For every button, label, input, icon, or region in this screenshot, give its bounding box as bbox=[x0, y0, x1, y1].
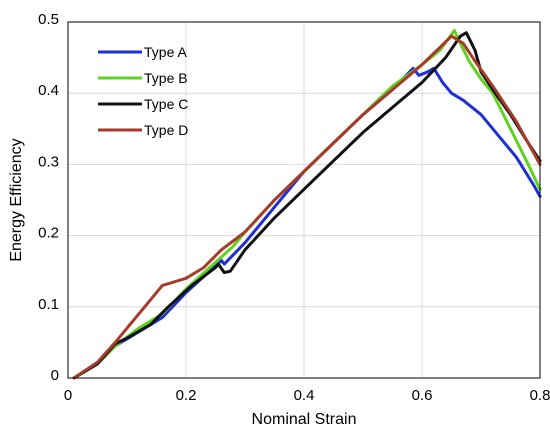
series-line-type-d bbox=[72, 34, 542, 380]
y-axis-label: Energy Efficiency bbox=[8, 138, 25, 261]
x-tick-label: 0.6 bbox=[412, 387, 433, 404]
x-axis-label: Nominal Strain bbox=[252, 411, 357, 428]
x-axis-ticks: 0 0.2 0.4 0.6 0.8 bbox=[64, 387, 550, 404]
legend-label: Type C bbox=[144, 96, 188, 112]
y-tick-label: 0.2 bbox=[38, 225, 59, 242]
y-tick-label: 0.3 bbox=[38, 153, 59, 170]
x-tick-label: 0.8 bbox=[530, 387, 550, 404]
series-layer bbox=[72, 29, 542, 380]
x-tick-label: 0.2 bbox=[176, 387, 197, 404]
y-tick-label: 0.5 bbox=[38, 11, 59, 28]
legend-label: Type A bbox=[144, 44, 187, 60]
y-tick-label: 0 bbox=[51, 367, 59, 384]
plot-frame bbox=[67, 21, 541, 379]
legend-label: Type D bbox=[144, 122, 188, 138]
y-tick-label: 0.4 bbox=[38, 82, 59, 99]
legend-label: Type B bbox=[144, 70, 188, 86]
y-axis-ticks: 0 0.1 0.2 0.3 0.4 0.5 bbox=[38, 11, 59, 384]
legend: Type A Type B Type C Type D bbox=[98, 44, 188, 138]
series-line-type-a bbox=[72, 66, 542, 380]
x-tick-label: 0.4 bbox=[294, 387, 315, 404]
y-tick-label: 0.1 bbox=[38, 296, 59, 313]
grid bbox=[68, 22, 540, 378]
x-tick-label: 0 bbox=[64, 387, 72, 404]
